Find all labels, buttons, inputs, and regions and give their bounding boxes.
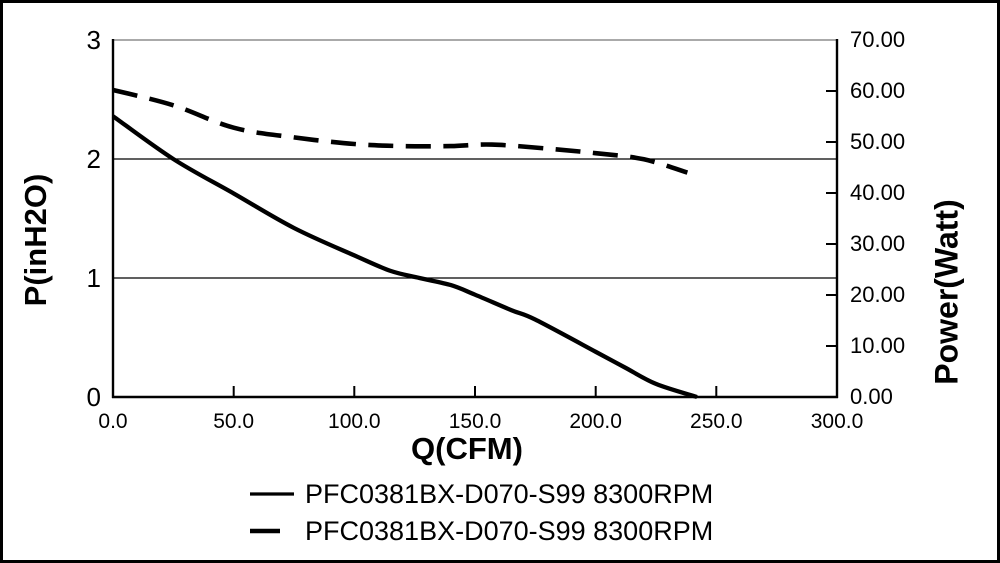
x-tick-label: 300.0 [810,410,864,433]
legend-row-pressure: PFC0381BX-D070-S99 8300RPM [249,475,713,512]
right-tick-label: 70.00 [850,27,906,52]
right-tick-label: 40.00 [850,180,906,205]
right-tick-label: 50.00 [850,129,906,154]
left-tick-label: 1 [86,263,101,293]
legend-label-power: PFC0381BX-D070-S99 8300RPM [305,515,714,546]
right-tick-label: 0.00 [850,384,893,409]
right-tick-label: 20.00 [850,282,906,307]
left-axis-title: P(inH2O) [18,173,53,307]
right-tick-label: 10.00 [850,333,906,358]
x-tick-label: 0.0 [98,410,128,433]
legend-label-pressure: PFC0381BX-D070-S99 8300RPM [305,478,714,509]
legend-row-power: PFC0381BX-D070-S99 8300RPM [249,512,713,549]
x-tick-label: 250.0 [690,410,743,433]
x-tick-label: 200.0 [569,410,622,433]
right-tick-label: 30.00 [850,231,906,256]
x-tick-label: 100.0 [328,410,381,433]
x-tick-label: 150.0 [448,410,502,433]
left-tick-label: 0 [86,382,101,412]
x-tick-label: 50.0 [213,410,255,433]
pressure-curve [111,114,698,400]
right-axis-title: Power(Watt) [928,199,965,385]
solid-line-sample-icon [250,491,294,496]
right-tick-label: 60.00 [850,78,906,103]
plot-area [111,39,839,400]
left-tick-label: 2 [86,144,101,174]
dashed-line-sample-icon [250,528,280,533]
power-curve [112,87,689,175]
x-axis-title: Q(CFM) [411,431,523,466]
left-tick-label: 3 [86,25,101,55]
legend: PFC0381BX-D070-S99 8300RPM PFC0381BX-D07… [249,475,713,549]
